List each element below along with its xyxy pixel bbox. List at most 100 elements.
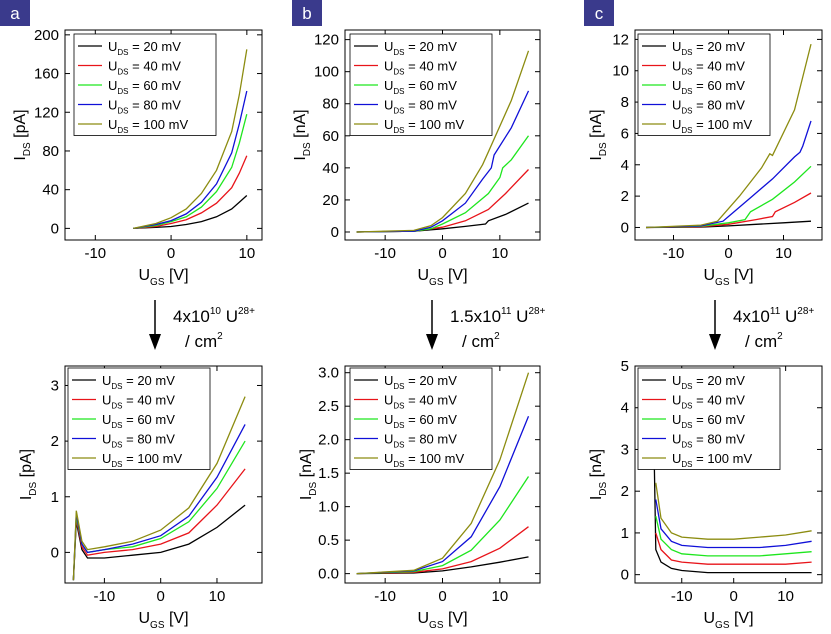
dose-unit-label: / cm2 <box>462 331 500 351</box>
x-axis-symbol: U <box>138 267 150 284</box>
legend-symbol: U <box>384 373 393 388</box>
y-tick-label: 12 <box>612 31 629 48</box>
y-tick-label: 8 <box>621 94 629 111</box>
panel-badge-label: c <box>595 4 604 23</box>
legend-entry: UDS = 40 mV <box>384 393 457 411</box>
series-line-3 <box>645 165 812 229</box>
y-axis-unit: [nA] <box>588 109 605 142</box>
y-axis-unit: [nA] <box>298 449 315 482</box>
y-tick-label: 80 <box>322 96 339 113</box>
legend-symbol: U <box>672 373 681 388</box>
x-axis-unit: [V] <box>444 267 468 284</box>
legend-entry: UDS = 20 mV <box>384 373 457 391</box>
y-axis-label: IDS [pA] <box>18 449 39 500</box>
legend-symbol: U <box>672 59 681 74</box>
legend-subscript: DS <box>681 460 692 469</box>
legend-entry: UDS = 80 mV <box>672 432 745 450</box>
x-axis-subscript: GS <box>150 277 165 288</box>
legend-value: = 80 mV <box>405 432 458 447</box>
legend-value: = 40 mV <box>405 393 458 408</box>
x-tick-label: 10 <box>239 245 256 262</box>
x-tick-label: 10 <box>209 588 226 605</box>
legend-symbol: U <box>672 78 681 93</box>
dose-value: 1.5x10 <box>450 307 501 326</box>
legend-value: = 40 mV <box>693 393 746 408</box>
legend-entry: UDS = 80 mV <box>672 98 745 116</box>
legend-entry: UDS = 80 mV <box>384 98 457 116</box>
x-tick-label: 0 <box>438 245 446 262</box>
y-tick-label: 120 <box>34 104 59 121</box>
y-tick-label: 0 <box>621 567 629 584</box>
y-axis-symbol: I <box>292 156 309 160</box>
legend-entry: UDS = 100 mV <box>384 117 464 135</box>
x-tick-label: 0 <box>167 245 175 262</box>
legend-symbol: U <box>672 117 681 132</box>
series-line-5 <box>133 49 248 230</box>
legend-subscript: DS <box>117 126 128 135</box>
legend-entry: UDS = 20 mV <box>672 373 745 391</box>
x-tick-label: -10 <box>374 245 396 262</box>
legend-symbol: U <box>384 393 393 408</box>
y-tick-label: 60 <box>322 128 339 145</box>
legend-symbol: U <box>672 39 681 54</box>
series-line-3 <box>356 135 530 233</box>
x-axis-unit: [V] <box>165 267 189 284</box>
legend-subscript: DS <box>681 107 692 116</box>
x-tick-label: 10 <box>492 588 509 605</box>
legend-entry: UDS = 100 mV <box>102 451 182 469</box>
x-tick-label: -10 <box>94 588 116 605</box>
legend-entry: UDS = 60 mV <box>384 78 457 96</box>
dose-value: 4x10 <box>733 307 770 326</box>
x-axis-label: UGS [V] <box>138 610 188 631</box>
series-line-4 <box>655 499 812 549</box>
series-line-2 <box>645 192 812 229</box>
series-line-5 <box>356 372 530 575</box>
legend-value: = 20 mV <box>693 373 746 388</box>
legend-subscript: DS <box>111 382 122 391</box>
y-tick-label: 1 <box>51 489 59 506</box>
y-tick-label: 2 <box>621 188 629 205</box>
legend-entry: UDS = 40 mV <box>672 393 745 411</box>
series-line-2 <box>356 169 529 233</box>
legend-symbol: U <box>384 432 393 447</box>
legend-symbol: U <box>102 393 111 408</box>
dose-ion: U <box>780 307 797 326</box>
y-tick-label: 100 <box>314 64 339 81</box>
x-axis-unit: [V] <box>444 610 468 627</box>
legend-subscript: DS <box>111 441 122 450</box>
legend-subscript: DS <box>111 460 122 469</box>
dose-label: 1.5x1011 U28+ <box>450 306 546 326</box>
y-tick-label: 3 <box>51 377 59 394</box>
x-axis-label: UGS [V] <box>703 267 753 288</box>
legend-value: = 20 mV <box>405 39 458 54</box>
x-tick-label: 10 <box>777 588 794 605</box>
panel-badge-label: b <box>302 4 311 23</box>
y-axis-subscript: DS <box>28 481 39 495</box>
legend-value: = 80 mV <box>693 432 746 447</box>
legend-value: = 20 mV <box>129 39 182 54</box>
legend-symbol: U <box>102 412 111 427</box>
y-axis-unit: [nA] <box>292 109 309 142</box>
legend-value: = 80 mV <box>129 98 182 113</box>
legend-subscript: DS <box>111 421 122 430</box>
y-axis-label: IDS [nA] <box>588 449 609 500</box>
series-line-4 <box>133 90 248 230</box>
x-tick-label: 0 <box>157 588 165 605</box>
dose-label: 4x1010 U28+ <box>173 306 255 326</box>
x-axis-label: UGS [V] <box>138 267 188 288</box>
panel-badge <box>0 0 30 26</box>
legend-value: = 80 mV <box>123 432 176 447</box>
dose-unit-exponent: 2 <box>494 331 500 342</box>
series-line-5 <box>655 482 812 540</box>
legend-symbol: U <box>102 451 111 466</box>
x-axis-subscript: GS <box>715 277 730 288</box>
dose-unit: / cm <box>745 332 777 351</box>
legend-subscript: DS <box>393 68 404 77</box>
legend-subscript: DS <box>681 402 692 411</box>
y-tick-label: 2 <box>621 483 629 500</box>
